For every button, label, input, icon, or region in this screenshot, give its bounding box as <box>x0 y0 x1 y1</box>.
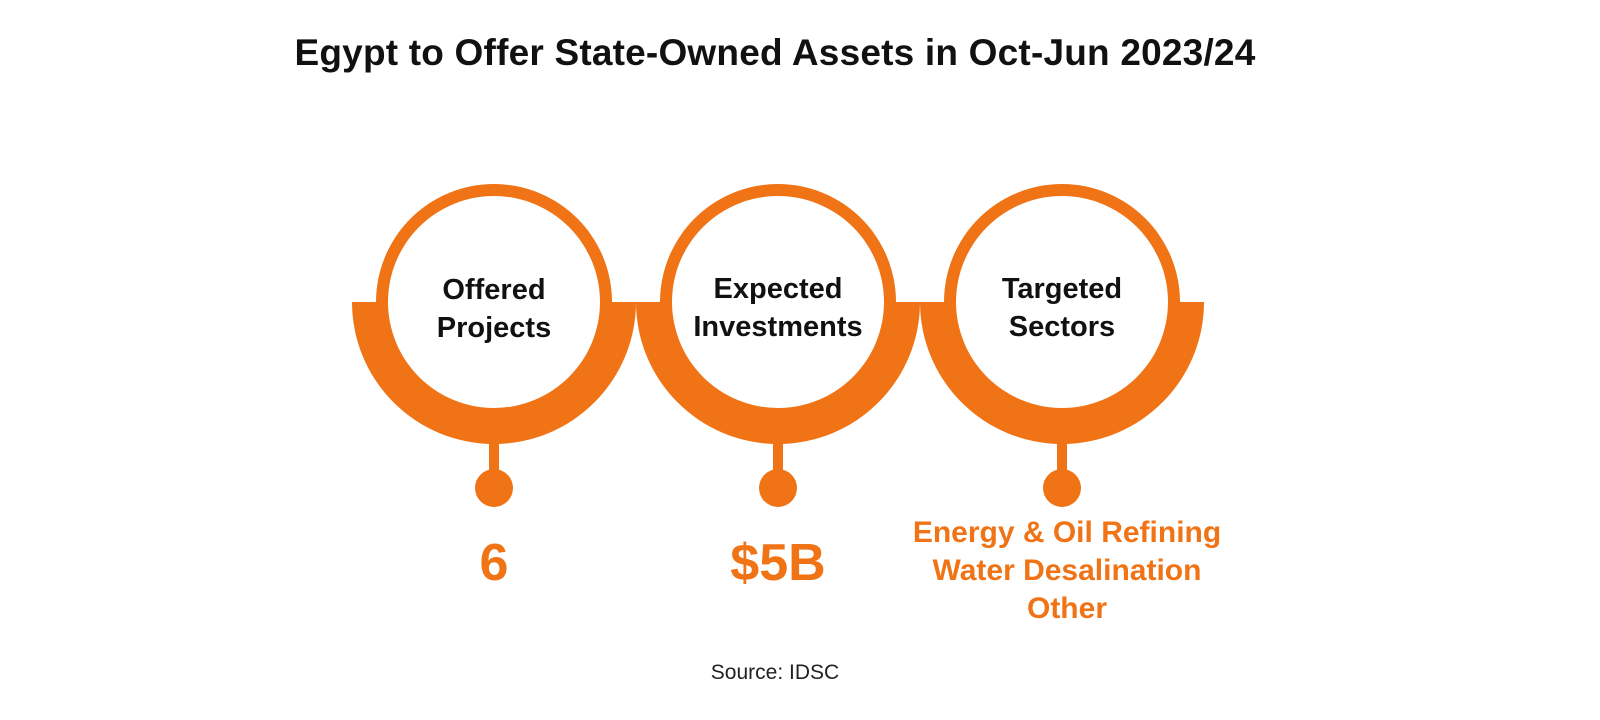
source-note: Source: IDSC <box>710 661 840 684</box>
connector-stem <box>1057 438 1067 472</box>
connector-dot <box>475 469 513 507</box>
ring-inner <box>388 196 600 408</box>
item-graphic-offered-projects <box>352 184 636 507</box>
page-title: Egypt to Offer State-Owned Assets in Oct… <box>294 32 1256 73</box>
connector-stem <box>773 438 783 472</box>
value-expected-investments: $5B <box>730 534 826 592</box>
label-expected-investments: Expected Investments <box>693 273 863 343</box>
item-graphic-targeted-sectors <box>920 184 1204 507</box>
connector-stem <box>489 438 499 472</box>
connector-dot <box>759 469 797 507</box>
connector-dot <box>1043 469 1081 507</box>
item-graphic-expected-investments <box>636 184 920 507</box>
ring-inner <box>956 196 1168 408</box>
value-offered-projects: 6 <box>479 534 509 592</box>
label-targeted-sectors: Targeted Sectors <box>1001 273 1123 343</box>
value-targeted-sectors: Energy & Oil Refining Water Desalination… <box>912 516 1222 625</box>
label-offered-projects: Offered Projects <box>436 274 552 344</box>
ring-inner <box>672 196 884 408</box>
